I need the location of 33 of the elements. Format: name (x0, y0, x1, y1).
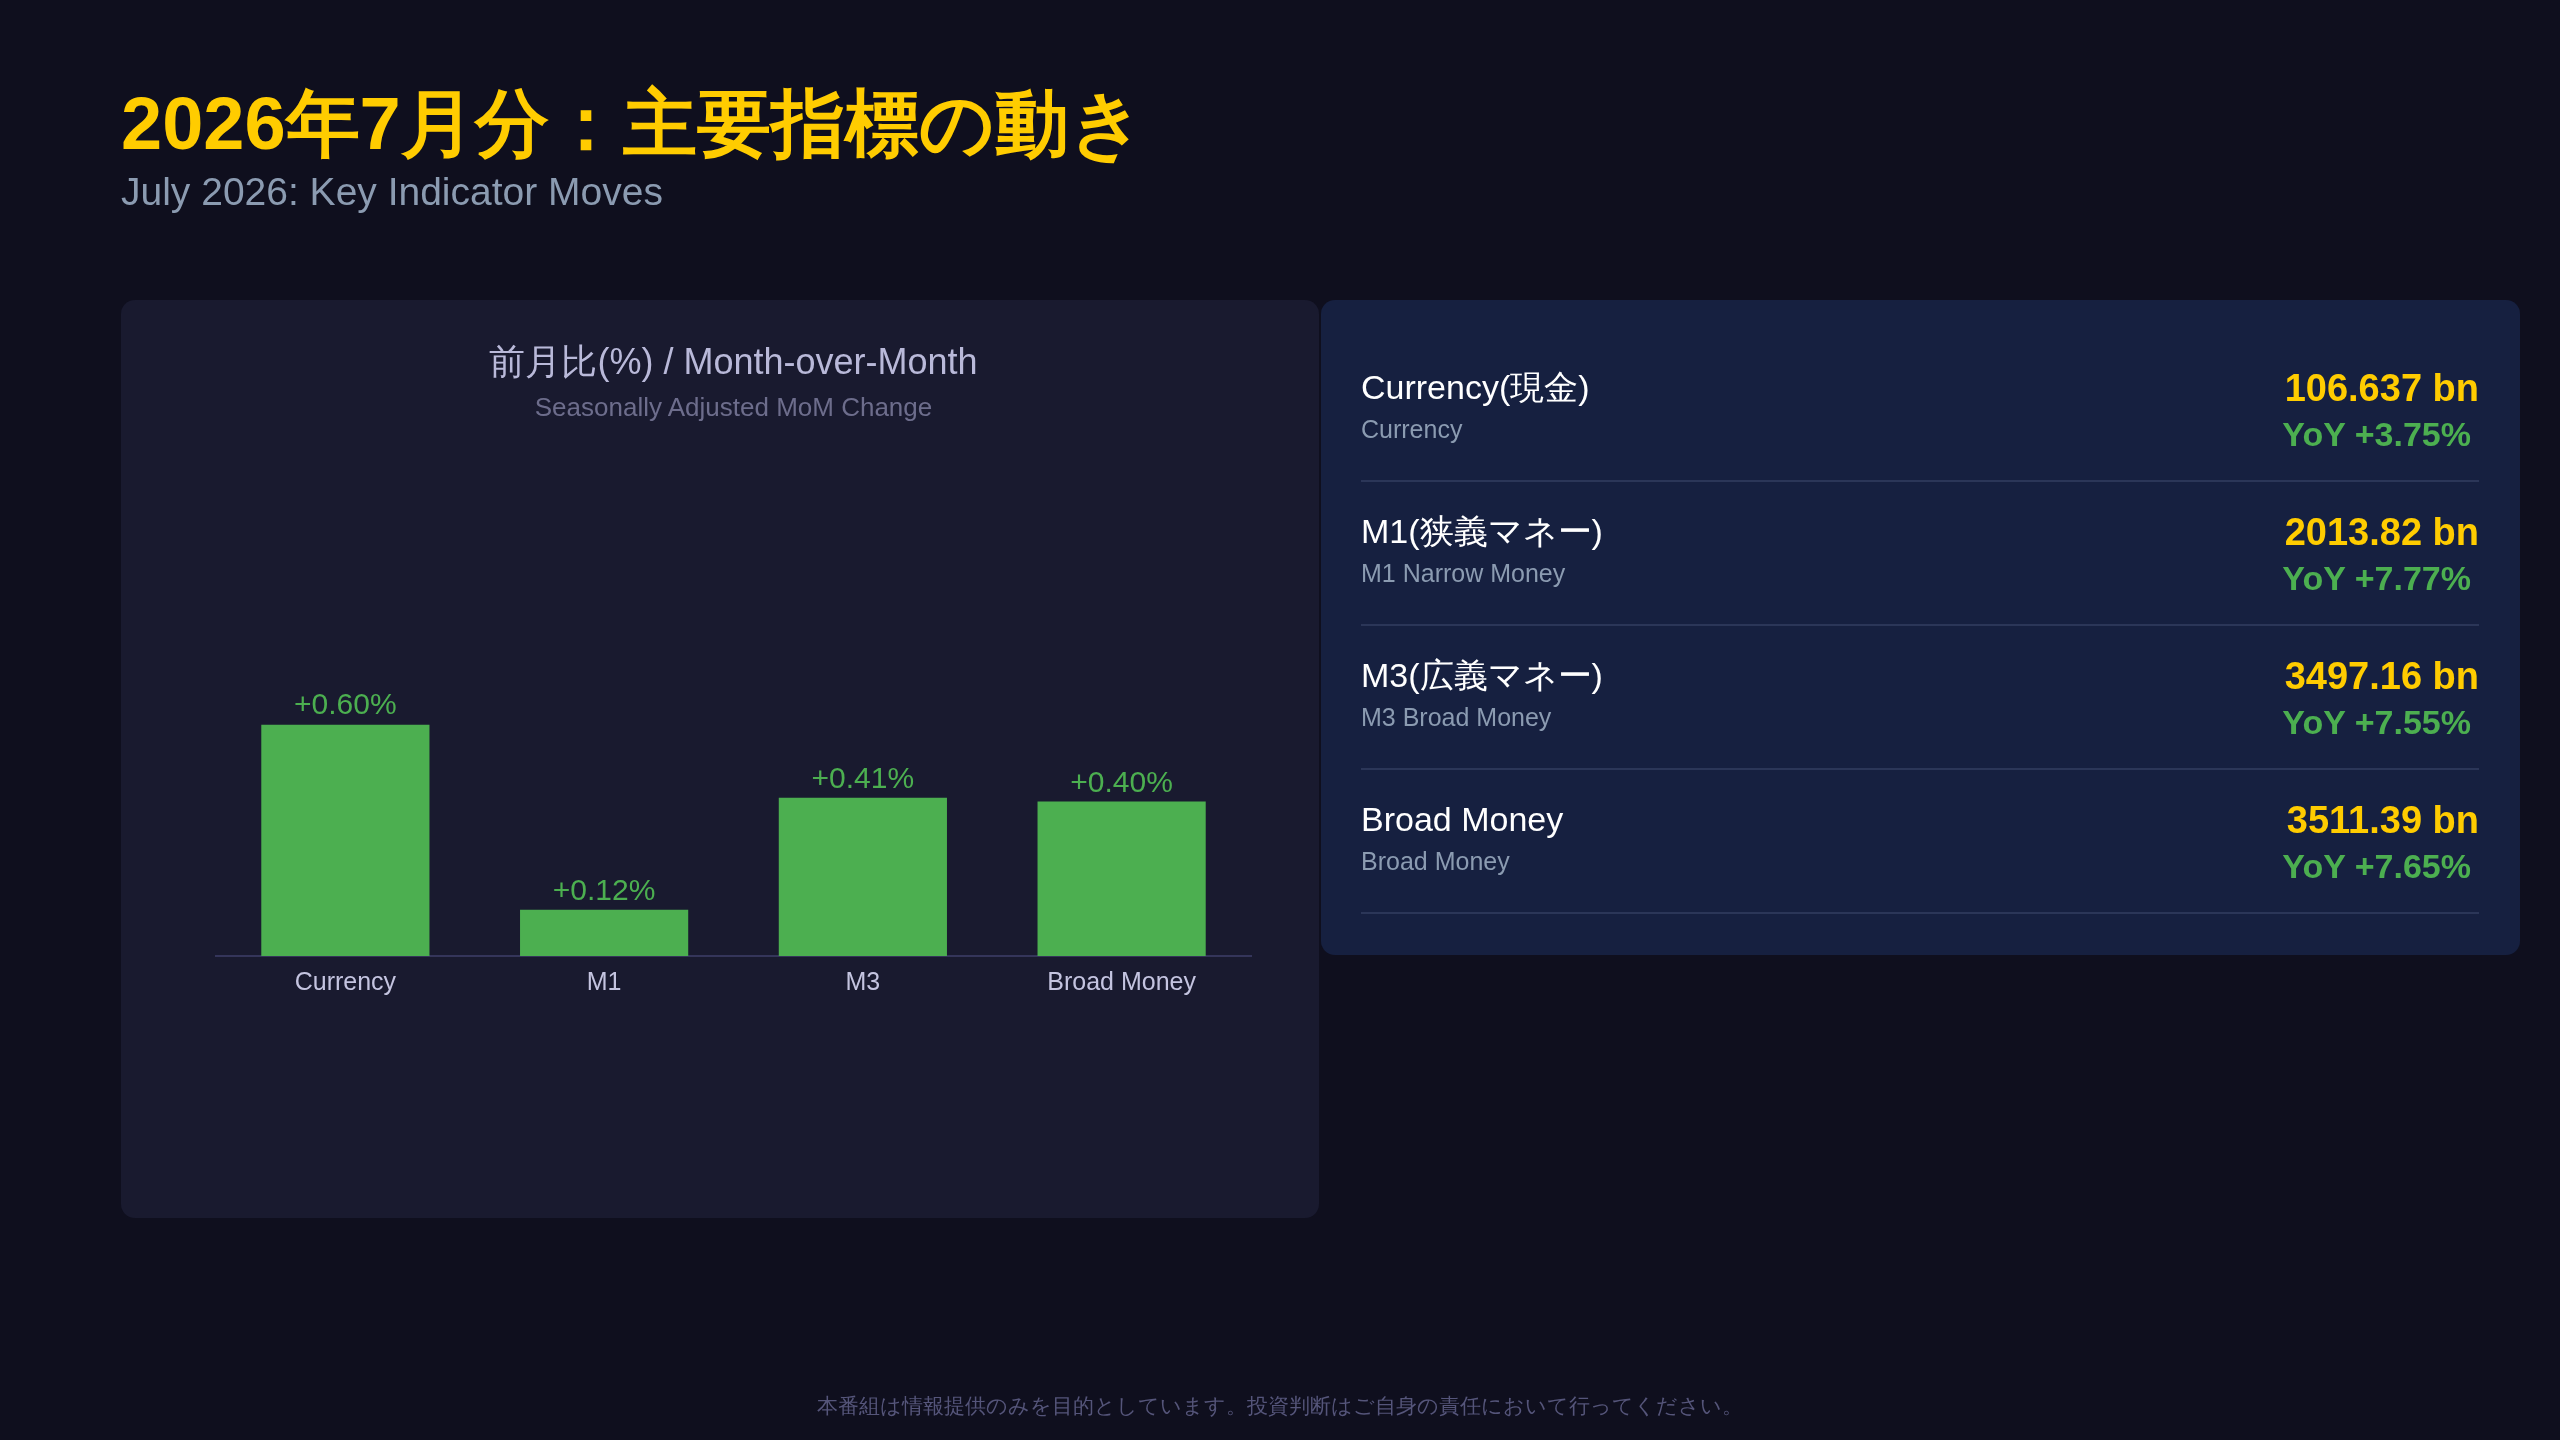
text: Broad Money (1361, 799, 1564, 840)
chart-subtitle: Seasonally Adjusted MoM Change (534, 391, 933, 422)
text: 3511.39 bn (2285, 798, 2479, 843)
text: 2026年7月分：主要指標の動き (121, 82, 1145, 165)
bar (520, 909, 689, 956)
text: Broad Money (1361, 846, 1511, 877)
text: M3 Broad Money (1361, 702, 1553, 733)
text: YoY +7.77% (2282, 558, 2472, 599)
text: Currency (1361, 414, 1464, 445)
data-label: +0.40% (1070, 764, 1173, 798)
x-tick-label: M1 (586, 966, 622, 995)
text: YoY +7.55% (2282, 702, 2472, 743)
text: M1 Narrow Money (1361, 558, 1567, 589)
text: 本番組は情報提供のみを目的としています。投資判断はご自身の責任において行ってください。 (816, 1394, 1744, 1417)
x-tick-label: Currency (294, 966, 397, 995)
text: 2013.82 bn (2283, 510, 2479, 555)
chart-title: 前月比(%) / Month-over-Month (489, 340, 978, 382)
text: Currency(現金) (1361, 367, 1590, 408)
text: 106.637 bn (2283, 366, 2479, 411)
data-label: +0.41% (811, 760, 915, 794)
text: 3497.16 bn (2283, 654, 2479, 699)
bar (1037, 801, 1206, 956)
text: M1(狭義マネー) (1361, 511, 1603, 552)
text: M3(広義マネー) (1361, 655, 1603, 696)
text: YoY +7.65% (2282, 846, 2472, 887)
text: YoY +3.75% (2282, 414, 2472, 455)
x-tick-label: Broad Money (1047, 966, 1197, 995)
text: July 2026: Key Indicator Moves (121, 170, 663, 213)
x-tick-label: M3 (845, 966, 881, 995)
bar (261, 724, 430, 956)
data-label: +0.12% (552, 872, 656, 906)
bar (778, 797, 947, 956)
data-label: +0.60% (294, 687, 397, 721)
